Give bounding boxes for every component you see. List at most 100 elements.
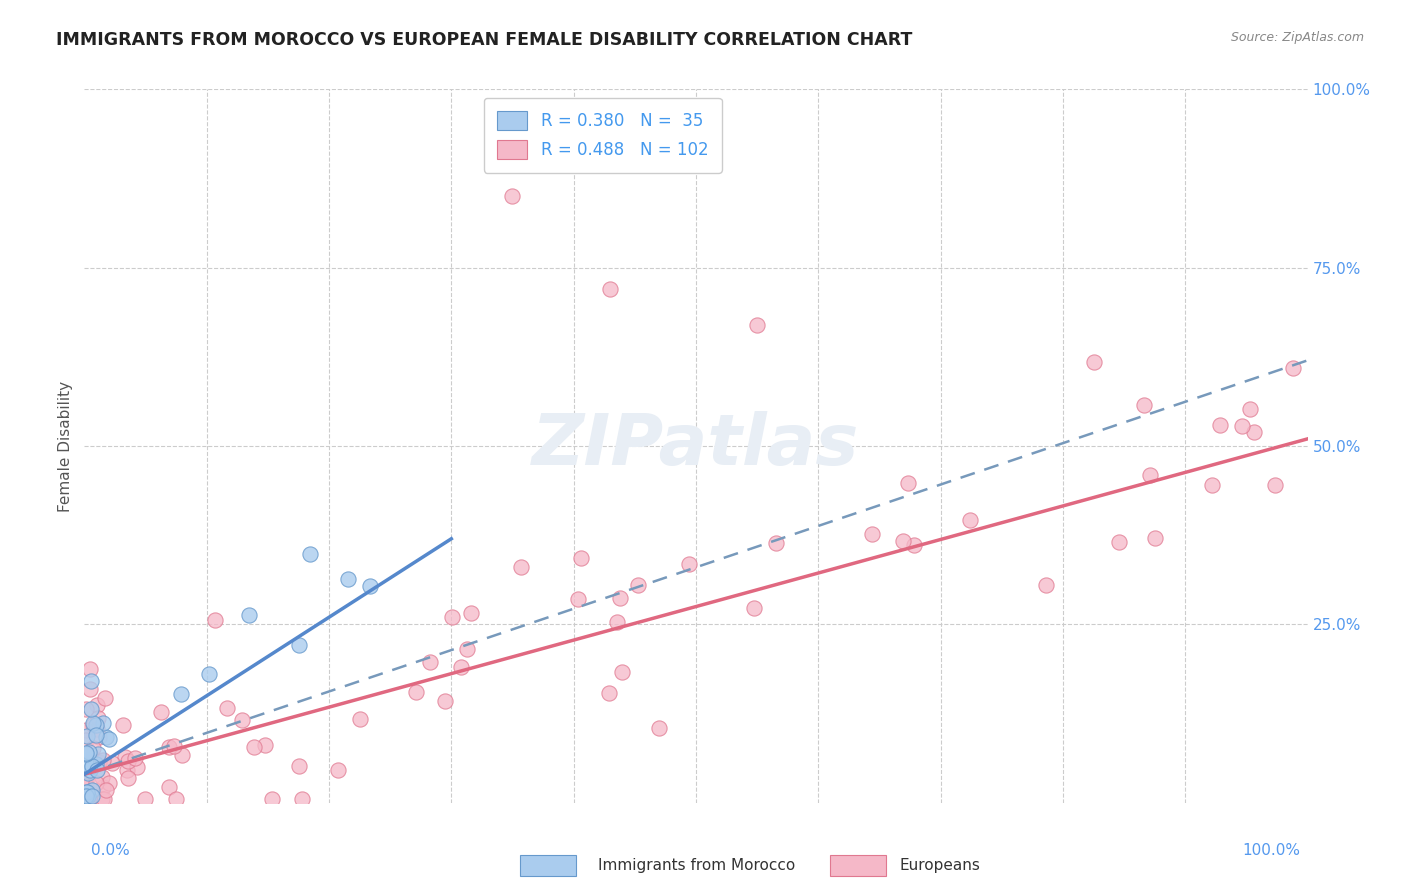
Point <box>359 579 381 593</box>
Point <box>82 718 104 732</box>
Point <box>93 691 115 706</box>
Point <box>959 513 981 527</box>
Point <box>75 747 97 762</box>
Point <box>87 730 110 744</box>
Point <box>162 739 184 754</box>
Point <box>238 607 260 622</box>
Point <box>243 739 266 754</box>
Text: Immigrants from Morocco: Immigrants from Morocco <box>598 858 794 872</box>
Point <box>111 718 134 732</box>
Point <box>742 601 765 615</box>
Point <box>606 615 628 630</box>
Point <box>77 745 100 759</box>
Point <box>82 757 104 772</box>
Point <box>75 702 97 716</box>
Point <box>77 792 100 806</box>
Point <box>419 655 441 669</box>
Point <box>75 773 97 788</box>
Point <box>450 659 472 673</box>
Point <box>567 591 589 606</box>
Point <box>291 792 314 806</box>
Point <box>97 731 120 746</box>
Point <box>75 789 97 803</box>
Point <box>124 751 146 765</box>
Point <box>79 662 101 676</box>
Point <box>86 763 108 777</box>
Point <box>627 578 650 592</box>
Point <box>114 750 136 764</box>
Point <box>433 693 456 707</box>
Point <box>75 789 97 803</box>
Point <box>96 783 118 797</box>
Point <box>169 687 191 701</box>
Point <box>75 785 97 799</box>
Point <box>91 753 114 767</box>
Point <box>349 712 371 726</box>
Point <box>609 591 631 606</box>
Point <box>79 788 101 802</box>
Y-axis label: Female Disability: Female Disability <box>58 380 73 512</box>
Point <box>100 756 122 770</box>
Point <box>82 750 104 764</box>
Point <box>262 792 284 806</box>
Point <box>75 723 97 737</box>
Point <box>612 665 634 680</box>
Point <box>747 318 769 332</box>
Point <box>1035 578 1057 592</box>
Point <box>903 538 925 552</box>
Point <box>127 760 149 774</box>
Point <box>76 729 98 743</box>
FancyBboxPatch shape <box>830 855 886 876</box>
Point <box>1139 467 1161 482</box>
Point <box>75 756 97 771</box>
Point <box>84 728 107 742</box>
Point <box>460 606 482 620</box>
Point <box>84 718 107 732</box>
Point <box>456 642 478 657</box>
Point <box>87 755 110 769</box>
Point <box>84 756 107 771</box>
Point <box>599 282 621 296</box>
Point <box>1143 531 1166 545</box>
Point <box>204 613 226 627</box>
Point <box>1209 418 1232 433</box>
Point <box>897 476 920 491</box>
Point <box>94 730 117 744</box>
Text: Source: ZipAtlas.com: Source: ZipAtlas.com <box>1230 31 1364 45</box>
Point <box>82 789 104 803</box>
Point <box>1282 360 1305 375</box>
Point <box>1083 355 1105 369</box>
Point <box>172 748 194 763</box>
Point <box>1201 478 1223 492</box>
Point <box>91 792 114 806</box>
Point <box>75 778 97 792</box>
Point <box>86 723 108 737</box>
Point <box>77 766 100 780</box>
Point <box>77 789 100 803</box>
Point <box>217 701 239 715</box>
Point <box>91 716 114 731</box>
Point <box>82 759 104 773</box>
Point <box>860 526 883 541</box>
Point <box>75 792 97 806</box>
Point <box>86 698 108 712</box>
Point <box>405 685 427 699</box>
Point <box>75 732 97 747</box>
Point <box>75 792 97 806</box>
Point <box>326 763 349 777</box>
Point <box>79 764 101 778</box>
Text: ZIPatlas: ZIPatlas <box>533 411 859 481</box>
Point <box>149 705 172 719</box>
Point <box>165 792 187 806</box>
Point <box>336 572 359 586</box>
Point <box>157 780 180 794</box>
Point <box>75 792 97 806</box>
Point <box>509 559 531 574</box>
Point <box>648 721 671 735</box>
Point <box>198 667 221 681</box>
Point <box>80 783 103 797</box>
Point <box>75 792 97 806</box>
Point <box>115 763 138 777</box>
Point <box>1264 478 1286 492</box>
Point <box>678 558 700 572</box>
